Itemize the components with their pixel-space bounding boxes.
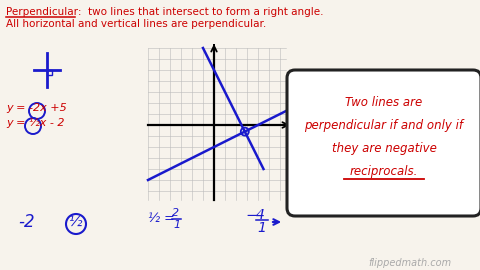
Text: they are negative: they are negative	[332, 142, 436, 155]
Text: −: −	[245, 208, 258, 223]
Text: 2: 2	[172, 208, 179, 218]
Text: -2: -2	[18, 213, 35, 231]
Text: Two lines are: Two lines are	[346, 96, 422, 109]
Text: reciprocals.: reciprocals.	[350, 165, 418, 178]
Text: 4: 4	[256, 208, 265, 222]
Text: ½: ½	[68, 215, 82, 229]
FancyBboxPatch shape	[287, 70, 480, 216]
Text: ½ =: ½ =	[148, 212, 175, 225]
Text: 1: 1	[173, 220, 180, 230]
Text: y = -2x +5: y = -2x +5	[6, 103, 67, 113]
Text: 1: 1	[257, 221, 266, 235]
Text: y = ½x - 2: y = ½x - 2	[6, 118, 64, 128]
Text: Perpendicular:  two lines that intersect to form a right angle.: Perpendicular: two lines that intersect …	[6, 7, 324, 17]
Text: perpendicular if and only if: perpendicular if and only if	[304, 119, 464, 132]
Text: flippedmath.com: flippedmath.com	[369, 258, 452, 268]
Text: All horizontal and vertical lines are perpendicular.: All horizontal and vertical lines are pe…	[6, 19, 266, 29]
